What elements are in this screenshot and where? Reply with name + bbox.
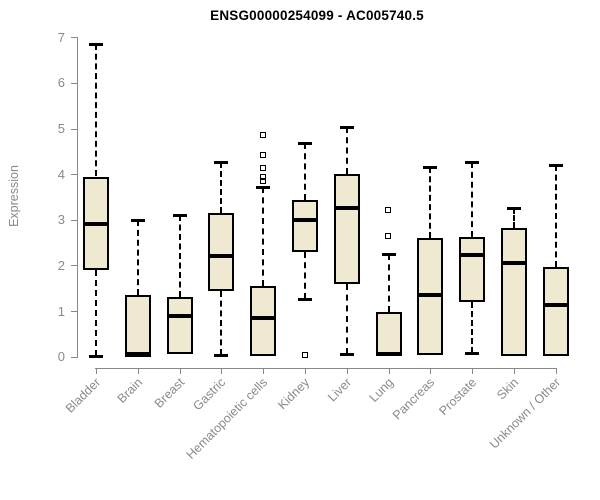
- y-axis-tick-label: 3: [57, 212, 65, 228]
- whisker-cap-upper-hematopoietic-cells: [256, 185, 271, 189]
- box-prostate: [459, 237, 486, 302]
- box-hematopoietic-cells: [250, 285, 277, 356]
- y-axis-tick: [71, 82, 77, 84]
- y-axis-tick: [71, 265, 77, 267]
- whisker-cap-upper-kidney: [298, 142, 312, 146]
- whisker-cap-upper-skin: [507, 207, 521, 211]
- outlier-lung: [385, 233, 392, 240]
- whisker-upper-kidney: [304, 143, 306, 200]
- whisker-cap-upper-breast: [172, 214, 187, 218]
- x-axis-tick: [305, 368, 306, 375]
- whisker-upper-pancreas: [429, 167, 432, 239]
- box-liver: [333, 174, 360, 284]
- whisker-cap-upper-prostate: [465, 160, 480, 164]
- box-brain: [124, 295, 151, 357]
- whisker-cap-lower-kidney: [298, 297, 312, 301]
- whisker-cap-upper-liver: [339, 125, 354, 129]
- x-axis-tick: [137, 368, 139, 375]
- median-hematopoietic-cells: [250, 315, 277, 320]
- median-unknown-other: [542, 303, 569, 308]
- whisker-upper-hematopoietic-cells: [262, 186, 265, 286]
- whisker-cap-upper-bladder: [89, 43, 103, 47]
- median-lung: [375, 352, 402, 357]
- x-axis-tick: [555, 368, 557, 375]
- median-liver: [333, 205, 360, 210]
- whisker-lower-bladder: [95, 270, 97, 356]
- y-axis-tick: [71, 37, 77, 39]
- whisker-lower-prostate: [471, 301, 474, 354]
- y-axis-tick-label: 1: [57, 303, 65, 319]
- y-axis-tick: [71, 174, 77, 176]
- whisker-cap-lower-gastric: [214, 354, 229, 358]
- box-gastric: [208, 212, 235, 291]
- median-skin: [501, 261, 527, 266]
- y-axis-tick-label: 5: [57, 121, 65, 137]
- y-axis-tick: [71, 356, 77, 358]
- y-axis-tick-label: 6: [57, 75, 65, 91]
- whisker-cap-lower-bladder: [89, 354, 103, 358]
- y-axis-tick-label: 4: [57, 166, 65, 182]
- whisker-upper-liver: [345, 126, 348, 175]
- y-axis-tick-label: 7: [57, 29, 65, 45]
- x-axis-tick: [221, 368, 223, 375]
- whisker-upper-gastric: [220, 161, 223, 213]
- y-axis-tick: [71, 128, 77, 130]
- median-bladder: [83, 222, 109, 227]
- whisker-cap-upper-pancreas: [423, 166, 438, 170]
- x-axis-tick: [388, 368, 390, 375]
- whisker-lower-kidney: [304, 251, 306, 299]
- median-pancreas: [417, 293, 444, 298]
- median-prostate: [459, 253, 486, 258]
- outlier-hematopoietic-cells: [259, 131, 266, 138]
- x-axis-tick: [263, 368, 265, 375]
- median-kidney: [292, 217, 318, 222]
- whisker-upper-bladder: [95, 44, 97, 177]
- box-kidney: [292, 199, 318, 252]
- chart-title: ENSG00000254099 - AC005740.5: [210, 8, 424, 23]
- box-unknown-other: [542, 266, 569, 356]
- whisker-cap-lower-liver: [339, 353, 354, 357]
- outlier-hematopoietic-cells: [259, 174, 266, 181]
- box-skin: [501, 228, 527, 356]
- box-breast: [166, 297, 193, 355]
- whisker-cap-upper-brain: [130, 218, 145, 222]
- x-axis-tick: [96, 368, 97, 375]
- whisker-cap-lower-prostate: [465, 352, 480, 356]
- x-axis-tick: [514, 368, 515, 375]
- outlier-hematopoietic-cells: [259, 152, 266, 159]
- x-axis-tick: [430, 368, 432, 375]
- whisker-upper-skin: [513, 208, 515, 229]
- x-axis-tick: [179, 368, 181, 375]
- whisker-upper-prostate: [471, 161, 474, 238]
- whisker-upper-lung: [387, 254, 390, 313]
- whisker-upper-brain: [136, 219, 139, 296]
- whisker-upper-unknown-other: [554, 165, 557, 267]
- y-axis-tick: [71, 219, 77, 221]
- y-axis-tick: [71, 311, 77, 313]
- x-axis-tick: [346, 368, 348, 375]
- y-axis-label: Expression: [7, 165, 21, 227]
- x-axis-line: [95, 368, 557, 370]
- whisker-cap-upper-gastric: [214, 160, 229, 164]
- x-axis-tick: [472, 368, 474, 375]
- whisker-cap-upper-lung: [381, 253, 396, 257]
- y-axis-line: [77, 37, 78, 358]
- outlier-hematopoietic-cells: [259, 164, 266, 171]
- box-lung: [375, 312, 402, 357]
- median-brain: [124, 352, 151, 357]
- outlier-kidney: [301, 352, 308, 359]
- y-axis-tick-label: 2: [57, 257, 65, 273]
- median-breast: [166, 313, 193, 318]
- y-axis-tick-label: 0: [57, 349, 65, 365]
- whisker-lower-liver: [345, 283, 348, 355]
- outlier-hematopoietic-cells: [259, 177, 266, 184]
- outlier-lung: [385, 207, 392, 214]
- whisker-lower-gastric: [220, 290, 223, 356]
- median-gastric: [208, 254, 235, 259]
- whisker-upper-breast: [178, 215, 181, 298]
- whisker-cap-upper-unknown-other: [548, 164, 563, 168]
